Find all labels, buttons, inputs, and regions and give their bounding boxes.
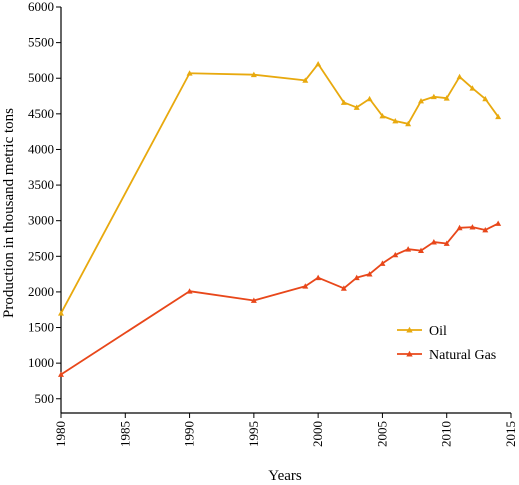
x-tick-label: 2015 [503,421,518,447]
data-point-natural-gas [482,226,489,233]
y-tick-label: 1000 [28,355,54,370]
series-oil [58,60,502,316]
x-tick-label: 1995 [246,421,261,447]
x-tick-label: 2000 [310,421,325,447]
x-axis-title: Years [268,468,302,484]
data-point-natural-gas [430,239,437,245]
data-point-oil [456,73,463,80]
legend-label-oil: Oil [429,324,447,339]
data-point-natural-gas [392,251,399,258]
data-point-oil [405,120,412,127]
data-point-oil [379,112,386,119]
data-point-natural-gas [443,240,450,246]
data-point-oil [495,113,502,120]
data-point-oil [366,95,373,102]
data-point-oil [58,310,64,316]
x-tick-label: 1980 [53,421,68,447]
y-tick-label: 5500 [28,35,54,50]
data-point-oil [340,99,347,105]
series-line-oil [60,63,499,314]
data-point-oil [250,71,257,78]
data-point-natural-gas [353,274,360,281]
data-point-oil [315,60,322,67]
x-tick-label: 2005 [374,421,389,447]
data-point-natural-gas [186,288,193,294]
data-point-oil [418,98,424,104]
data-point-natural-gas [469,224,476,230]
x-tick-label: 2010 [439,421,454,447]
legend: Oil Natural Gas [397,324,496,363]
data-point-oil [186,70,193,76]
legend-label-natural-gas: Natural Gas [429,348,496,363]
y-tick-label: 3500 [28,177,54,192]
data-point-oil [482,95,489,102]
data-point-oil [353,104,360,110]
x-tick-label: 1985 [117,421,132,447]
y-tick-label: 3000 [28,213,54,228]
y-tick-label: 2000 [28,284,54,299]
data-point-oil [392,117,399,124]
y-tick-label: 4000 [28,141,54,156]
y-tick-label: 4500 [28,106,54,121]
data-point-natural-gas [495,220,502,226]
data-point-natural-gas [340,285,347,291]
series-line-natural-gas [60,222,499,376]
data-point-oil [430,93,437,100]
data-point-natural-gas [315,274,322,281]
data-point-natural-gas [418,247,424,253]
data-point-natural-gas [456,224,463,231]
data-point-oil [469,85,476,91]
y-tick-label: 6000 [28,0,54,14]
data-point-natural-gas [250,297,257,303]
series-natural-gas [58,220,502,377]
x-tick-label: 1990 [182,421,197,447]
axes: 500 1000 1500 2000 2500 3000 3500 4000 4500 5000 5… [28,0,518,447]
y-tick-label: 2500 [28,248,54,263]
y-tick-label: 5000 [28,70,54,85]
plot-area [58,60,502,377]
y-tick-label: 1500 [28,320,54,335]
data-point-natural-gas [58,371,64,377]
data-point-natural-gas [405,246,412,252]
data-point-oil [302,77,309,83]
data-point-natural-gas [379,260,386,266]
y-tick-label: 500 [35,391,55,406]
data-point-natural-gas [366,271,373,277]
data-point-natural-gas [302,283,309,289]
data-point-oil [443,95,450,101]
legend-marker-natural-gas [406,350,413,357]
legend-marker-oil [406,326,413,333]
y-axis-title: Production in thousand metric tons [1,108,17,318]
